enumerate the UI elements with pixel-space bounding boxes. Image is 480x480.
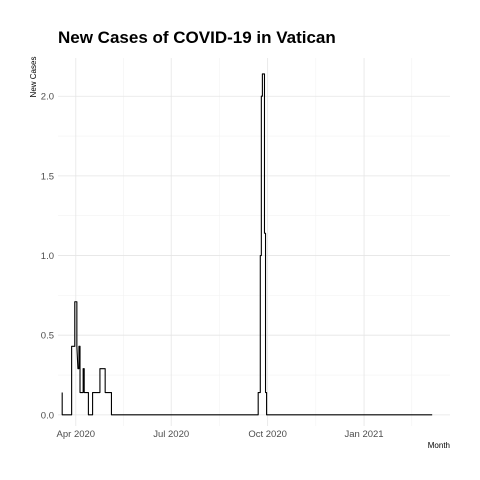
x-tick-label: Jan 2021 (345, 429, 384, 440)
new-cases-line (61, 73, 433, 416)
series-layer (61, 73, 433, 416)
chart-title: New Cases of COVID-19 in Vatican (58, 28, 336, 47)
x-tick-label: Oct 2020 (248, 429, 287, 440)
y-tick-label: 0.0 (41, 410, 54, 421)
y-axis-title: New Cases (29, 57, 38, 98)
y-tick-label: 1.5 (41, 171, 54, 182)
x-tick-label: Apr 2020 (57, 429, 96, 440)
x-axis-title: Month (428, 441, 450, 450)
y-tick-label: 0.5 (41, 331, 54, 342)
y-tick-label: 2.0 (41, 92, 54, 103)
tick-labels: 0.0 0.5 1.0 1.5 2.0 Apr 2020 Jul 2020 Oct 2020 J… (41, 92, 384, 440)
y-tick-label: 1.0 (41, 251, 54, 262)
x-tick-label: Jul 2020 (153, 429, 189, 440)
grid (58, 58, 450, 426)
